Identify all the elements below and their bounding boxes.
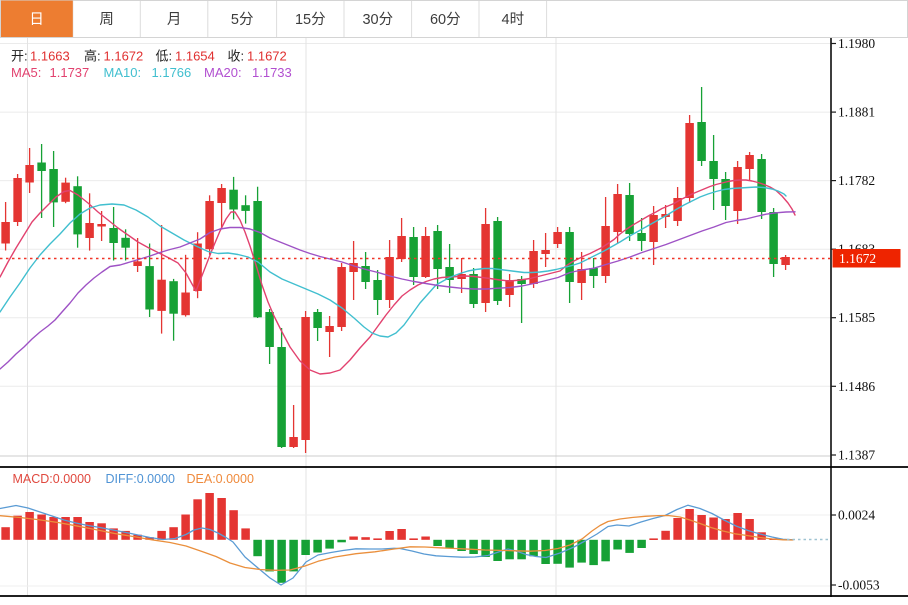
svg-text:15分: 15分 — [295, 11, 326, 28]
svg-text:1.1881: 1.1881 — [838, 105, 875, 120]
svg-text:日: 日 — [29, 12, 44, 28]
svg-text:低:: 低: — [156, 49, 173, 64]
svg-text:60分: 60分 — [430, 11, 461, 28]
svg-text:开:: 开: — [11, 49, 28, 64]
svg-text:1.1486: 1.1486 — [838, 379, 875, 394]
svg-text:1.1663: 1.1663 — [30, 49, 70, 64]
svg-text:MACD:0.0000: MACD:0.0000 — [13, 472, 92, 486]
svg-text:0.0024: 0.0024 — [838, 508, 875, 523]
svg-text:周: 周 — [99, 12, 114, 28]
svg-text:1.1737: 1.1737 — [50, 65, 90, 80]
svg-text:高:: 高: — [84, 49, 101, 64]
svg-text:DIFF:0.0000: DIFF:0.0000 — [106, 472, 176, 486]
svg-text:1.1766: 1.1766 — [152, 65, 192, 80]
svg-text:1.1672: 1.1672 — [247, 49, 287, 64]
svg-text:4时: 4时 — [502, 11, 525, 28]
svg-text:1.1782: 1.1782 — [838, 173, 875, 188]
svg-text:1.1672: 1.1672 — [839, 251, 876, 266]
svg-text:1.1585: 1.1585 — [838, 310, 875, 325]
svg-text:1.1980: 1.1980 — [838, 36, 875, 51]
svg-text:月: 月 — [167, 12, 182, 28]
svg-text:1.1387: 1.1387 — [838, 448, 875, 463]
svg-text:MA20:: MA20: — [204, 65, 242, 80]
svg-text:MA5:: MA5: — [11, 65, 41, 80]
svg-text:DEA:0.0000: DEA:0.0000 — [187, 472, 254, 486]
svg-text:MA10:: MA10: — [104, 65, 142, 80]
svg-text:1.1654: 1.1654 — [175, 49, 215, 64]
svg-text:1.1733: 1.1733 — [252, 65, 292, 80]
svg-text:5分: 5分 — [231, 11, 254, 28]
svg-text:-0.0053: -0.0053 — [838, 578, 880, 593]
svg-text:收:: 收: — [228, 49, 245, 64]
svg-text:1.1672: 1.1672 — [104, 49, 144, 64]
svg-text:30分: 30分 — [362, 11, 393, 28]
